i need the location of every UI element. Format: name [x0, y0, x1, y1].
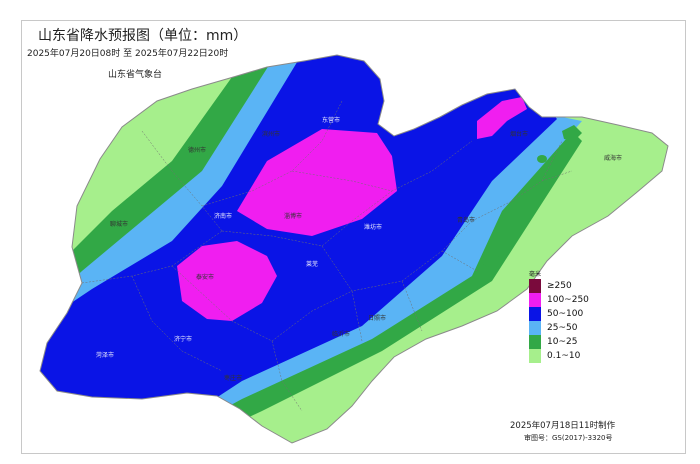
legend-swatch: [529, 321, 541, 335]
precip-bands: [40, 55, 668, 443]
legend: 毫米 ≥250 100~250 50~100 25~50 10~25: [529, 270, 604, 363]
city-label-taian: 泰安市: [196, 274, 215, 281]
band-100-to-250-coast: [477, 97, 527, 139]
legend-label: ≥250: [547, 281, 572, 291]
band-50-to-100: [40, 55, 557, 443]
city-label-jinan: 济南市: [214, 213, 233, 220]
city-label-rizhao: 日照市: [368, 315, 387, 322]
legend-item: ≥250: [529, 279, 604, 293]
city-label-binzhou: 滨州市: [262, 131, 281, 138]
map-panel: 山东省降水预报图（单位：mm） 2025年07月20日08时 至 2025年07…: [21, 20, 686, 454]
spot-10-to-25-south: [482, 255, 502, 267]
city-label-zaozhuang: 枣庄市: [224, 375, 243, 382]
band-100-to-250-west: [177, 241, 277, 321]
legend-swatch: [529, 279, 541, 293]
legend-label: 50~100: [547, 309, 584, 319]
legend-item: 25~50: [529, 321, 604, 335]
production-time: 2025年07月18日11时制作: [510, 421, 616, 431]
band-100-to-250-north: [237, 129, 397, 236]
spot-10-to-25-east2: [537, 155, 547, 163]
legend-swatch: [529, 307, 541, 321]
legend-label: 0.1~10: [547, 351, 581, 361]
city-label-heze: 菏泽市: [96, 352, 115, 359]
city-label-yantai: 烟台市: [510, 131, 529, 138]
city-label-linyi: 临沂市: [332, 331, 351, 338]
legend-label: 25~50: [547, 323, 578, 333]
city-label-zibo: 淄博市: [284, 213, 303, 220]
legend-item: 100~250: [529, 293, 604, 307]
legend-item: 0.1~10: [529, 349, 604, 363]
legend-unit: 毫米: [529, 271, 542, 278]
legend-swatch: [529, 335, 541, 349]
legend-swatch: [529, 349, 541, 363]
issuer-name: 山东省气象台: [108, 70, 163, 80]
map-title: 山东省降水预报图（单位：mm）: [38, 28, 248, 44]
city-label-jining: 济宁市: [174, 336, 193, 343]
city-label-laiwu: 莱芜: [306, 261, 319, 268]
city-label-dongying: 东营市: [322, 117, 341, 124]
city-label-weihai: 威海市: [604, 155, 623, 162]
map-review-number: 审图号：GS(2017)-3320号: [524, 434, 613, 442]
city-label-dezhou: 德州市: [188, 147, 207, 154]
legend-item: 50~100: [529, 307, 604, 321]
city-boundaries: [81, 100, 573, 412]
legend-item: 10~25: [529, 335, 604, 349]
forecast-period: 2025年07月20日08时 至 2025年07月22日20时: [27, 49, 229, 59]
legend-swatch: [529, 293, 541, 307]
legend-label: 10~25: [547, 337, 578, 347]
spot-10-to-25-east: [562, 125, 582, 141]
city-label-weifang: 潍坊市: [364, 224, 383, 231]
legend-label: 100~250: [547, 295, 589, 305]
city-label-qingdao: 青岛市: [457, 217, 476, 224]
province-outline: [39, 54, 669, 444]
map-canvas: [39, 54, 669, 444]
city-label-liaocheng: 聊城市: [110, 221, 129, 228]
